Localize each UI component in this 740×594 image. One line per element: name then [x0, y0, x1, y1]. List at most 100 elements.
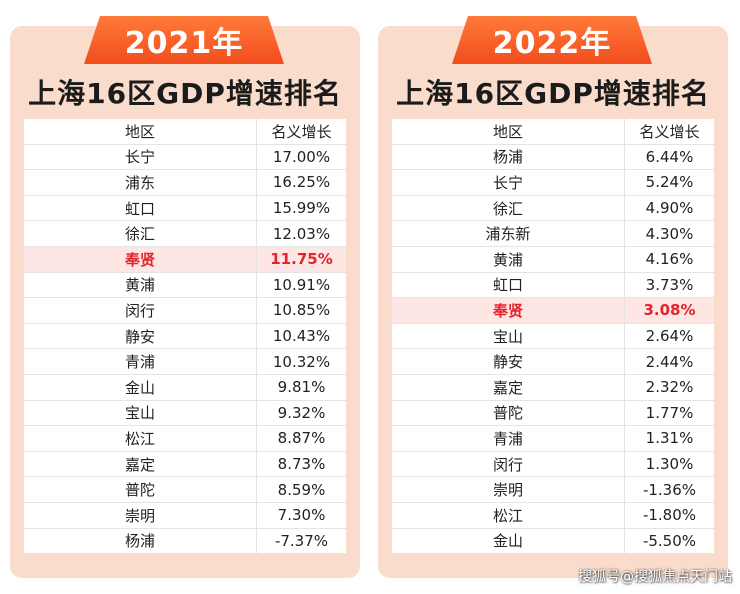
region-cell: 金山 — [392, 528, 625, 554]
growth-cell: -1.36% — [642, 480, 697, 499]
year-tab-2021: 2021年 — [84, 16, 284, 64]
table-row: 金山 -5.50% — [392, 528, 714, 555]
table-row: 虹口 15.99% — [24, 195, 346, 222]
header-region: 地区 — [24, 119, 257, 144]
year-tab-2022: 2022年 — [452, 16, 652, 64]
table-row: 闵行 10.85% — [24, 298, 346, 324]
table-row: 黄浦 10.91% — [24, 272, 346, 299]
region-cell: 杨浦 — [24, 528, 257, 554]
region-cell: 普陀 — [24, 477, 257, 502]
growth-cell: 16.25% — [272, 173, 331, 192]
table-row: 静安 2.44% — [392, 349, 714, 375]
growth-cell: 1.31% — [645, 429, 694, 448]
table-row: 长宁 17.00% — [24, 144, 346, 171]
region-cell: 松江 — [392, 502, 625, 528]
table-row: 长宁 5.24% — [392, 170, 714, 196]
header-region: 地区 — [392, 119, 625, 144]
region-cell: 浦东 — [24, 170, 257, 195]
region-cell: 普陀 — [392, 400, 625, 426]
table-row: 普陀 1.77% — [392, 400, 714, 427]
table-row: 浦东 16.25% — [24, 170, 346, 196]
region-cell: 静安 — [24, 323, 257, 349]
table-row: 静安 10.43% — [24, 323, 346, 350]
growth-cell: 5.24% — [645, 173, 694, 192]
table-row: 金山 9.81% — [24, 374, 346, 401]
panel-title-2021: 上海16区GDP增速排名 — [28, 77, 342, 110]
growth-cell: 2.64% — [645, 327, 694, 346]
growth-cell: 4.30% — [645, 224, 694, 243]
region-cell: 虹口 — [392, 272, 625, 298]
table-row: 杨浦 -7.37% — [24, 528, 346, 555]
growth-cell: 7.30% — [277, 506, 326, 525]
table-row: 虹口 3.73% — [392, 272, 714, 299]
gdp-table-2022: 地区 名义增长 杨浦 6.44% 长宁 5.24% 徐汇 4.90% 浦东新 4.30% 黄浦 4… — [392, 119, 714, 555]
growth-cell: 10.91% — [272, 275, 331, 294]
region-cell: 黄浦 — [392, 246, 625, 272]
panel-2022: 2022年 上海16区GDP增速排名 地区 名义增长 杨浦 6.44% 长宁 5.24… — [378, 16, 728, 578]
region-cell: 徐汇 — [392, 195, 625, 221]
growth-cell: 10.85% — [272, 301, 331, 320]
growth-cell: 8.73% — [277, 455, 326, 474]
region-cell: 虹口 — [24, 195, 257, 221]
table-row: 崇明 7.30% — [24, 502, 346, 529]
region-cell: 长宁 — [392, 170, 625, 195]
region-cell: 宝山 — [392, 323, 625, 349]
region-cell: 浦东新 — [392, 221, 625, 246]
table-header: 地区 名义增长 — [392, 119, 714, 145]
region-cell: 崇明 — [24, 502, 257, 528]
growth-cell: 4.16% — [645, 250, 694, 269]
growth-cell: 1.30% — [645, 455, 694, 474]
region-cell: 黄浦 — [24, 272, 257, 298]
header-growth: 名义增长 — [271, 122, 332, 141]
region-cell: 青浦 — [24, 349, 257, 374]
region-cell: 松江 — [24, 426, 257, 451]
table-row: 徐汇 4.90% — [392, 195, 714, 222]
region-cell: 奉贤 — [392, 298, 625, 323]
table-row: 徐汇 12.03% — [24, 221, 346, 247]
growth-cell: 9.81% — [277, 378, 326, 397]
panel-2021: 2021年 上海16区GDP增速排名 地区 名义增长 长宁 17.00% 浦东 16.… — [10, 16, 360, 578]
region-cell: 长宁 — [24, 144, 257, 170]
region-cell: 闵行 — [392, 451, 625, 477]
table-row: 浦东新 4.30% — [392, 221, 714, 247]
table-row: 宝山 9.32% — [24, 400, 346, 427]
region-cell: 青浦 — [392, 426, 625, 451]
region-cell: 崇明 — [392, 477, 625, 502]
growth-cell: 11.75% — [270, 250, 333, 269]
growth-cell: 8.87% — [277, 429, 326, 448]
table-row: 杨浦 6.44% — [392, 144, 714, 171]
growth-cell: 4.90% — [645, 199, 694, 218]
region-cell: 宝山 — [24, 400, 257, 426]
table-row: 嘉定 8.73% — [24, 451, 346, 478]
region-cell: 杨浦 — [392, 144, 625, 170]
growth-cell: -7.37% — [274, 531, 329, 550]
region-cell: 金山 — [24, 374, 257, 400]
header-growth: 名义增长 — [639, 122, 700, 141]
table-row: 松江 8.87% — [24, 426, 346, 452]
region-cell: 静安 — [392, 349, 625, 374]
region-cell: 嘉定 — [24, 451, 257, 477]
table-row: 嘉定 2.32% — [392, 374, 714, 401]
table-row: 崇明 -1.36% — [392, 477, 714, 503]
growth-cell: 3.08% — [643, 301, 696, 320]
growth-cell: 10.32% — [272, 352, 331, 371]
growth-cell: 2.44% — [645, 352, 694, 371]
region-cell: 闵行 — [24, 298, 257, 323]
growth-cell: -1.80% — [642, 506, 697, 525]
growth-cell: 10.43% — [272, 327, 331, 346]
table-row: 黄浦 4.16% — [392, 246, 714, 273]
table-row: 奉贤 11.75% — [24, 246, 346, 273]
region-cell: 徐汇 — [24, 221, 257, 246]
table-row: 闵行 1.30% — [392, 451, 714, 478]
growth-cell: 2.32% — [645, 378, 694, 397]
table-row: 青浦 10.32% — [24, 349, 346, 375]
table-header: 地区 名义增长 — [24, 119, 346, 145]
growth-cell: 8.59% — [277, 480, 326, 499]
panel-title-2022: 上海16区GDP增速排名 — [396, 77, 710, 110]
growth-cell: 12.03% — [272, 224, 331, 243]
growth-cell: 6.44% — [645, 147, 694, 166]
table-row: 宝山 2.64% — [392, 323, 714, 350]
table-row: 奉贤 3.08% — [392, 298, 714, 324]
growth-cell: 3.73% — [645, 275, 694, 294]
region-cell: 嘉定 — [392, 374, 625, 400]
